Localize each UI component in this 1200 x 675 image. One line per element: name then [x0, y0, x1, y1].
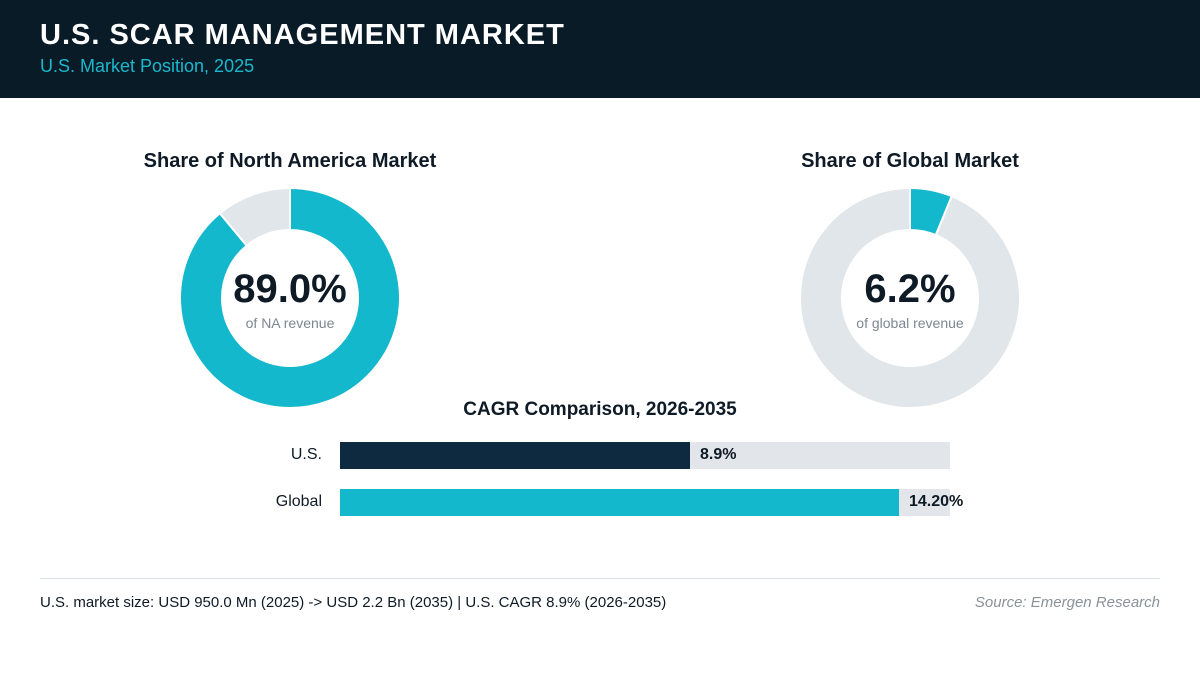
global-share-caption: of global revenue	[856, 315, 964, 331]
na-share-title: Share of North America Market	[143, 150, 437, 172]
cagr-bar-track-us: 8.9%	[340, 442, 950, 469]
na-share-donut-svg	[180, 188, 400, 408]
donut-slice-share	[180, 188, 400, 408]
cagr-chart-title: CAGR Comparison, 2026-2035	[463, 399, 737, 420]
cagr-value-global: 14.20%	[909, 493, 964, 510]
page-title: U.S. SCAR MANAGEMENT MARKET	[40, 19, 565, 51]
na-share-caption: of NA revenue	[245, 315, 335, 331]
page-subtitle: U.S. Market Position, 2025	[40, 56, 255, 76]
header-bar: U.S. SCAR MANAGEMENT MARKET U.S. Market …	[0, 0, 1200, 98]
cagr-bar-label-us: U.S.	[290, 446, 322, 463]
na-share-value: 89.0%	[233, 267, 347, 311]
global-share-title: Share of Global Market	[801, 150, 1019, 172]
na-share-donut: 89.0% of NA revenue	[180, 188, 400, 408]
cagr-bar-us	[340, 442, 690, 469]
global-share-value: 6.2%	[864, 267, 956, 311]
na-share-center: 89.0% of NA revenue	[180, 188, 400, 408]
cagr-bar-track-global: 14.20%	[340, 489, 963, 516]
cagr-bar-row-global: Global 14.20%	[0, 489, 1200, 516]
global-share-chart: Share of Global Market 6.2% of global re…	[710, 150, 1110, 408]
cagr-bar-global	[340, 489, 899, 516]
donut-slice-rest	[800, 188, 1020, 408]
na-share-chart: Share of North America Market 89.0% of N…	[90, 150, 490, 408]
cagr-bar-row-us: U.S. 8.9%	[0, 442, 1200, 469]
footer-divider	[40, 578, 1160, 579]
cagr-bar-label-global: Global	[275, 493, 322, 510]
footer-note: U.S. market size: USD 950.0 Mn (2025) ->…	[40, 594, 667, 611]
source-note: Source: Emergen Research	[974, 594, 1160, 611]
global-share-center: 6.2% of global revenue	[800, 188, 1020, 408]
global-share-donut-svg	[800, 188, 1020, 408]
global-share-donut: 6.2% of global revenue	[800, 188, 1020, 408]
cagr-value-us: 8.9%	[700, 446, 737, 463]
donut-slice-rest	[218, 188, 291, 248]
